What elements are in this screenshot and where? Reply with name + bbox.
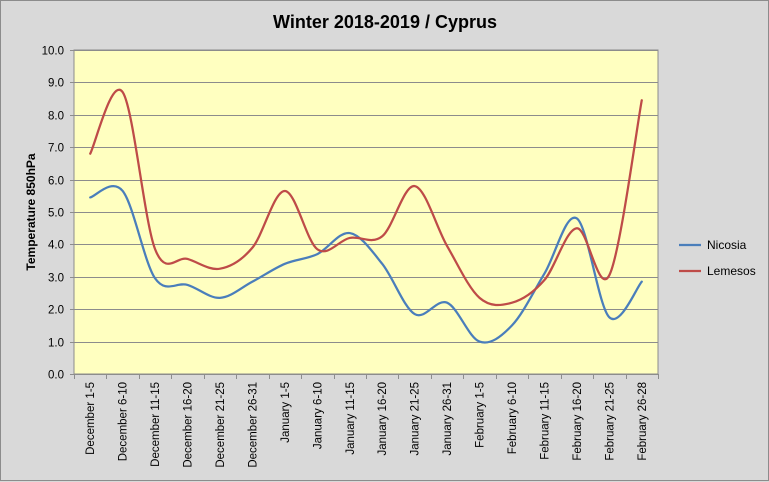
x-tick-label: January 1-5: [280, 382, 292, 443]
x-axis-tick-labels: December 1-5 December 6-10 December 11-15 D…: [85, 382, 649, 468]
series-line-lemesos: [89, 88, 643, 307]
series-lines: [89, 88, 643, 344]
x-tick-label: January 6-10: [312, 382, 324, 449]
y-tick-label: 10.0: [42, 46, 64, 58]
x-tick-label: December 26-31: [247, 382, 259, 468]
y-tick-label: 8.0: [48, 111, 64, 123]
x-tick-label: December 11-15: [150, 382, 162, 467]
y-tick-label: 4.0: [48, 240, 64, 252]
x-tick-label: February 6-10: [507, 382, 519, 454]
y-tick-label: 2.0: [48, 305, 64, 317]
x-tick-label: December 21-25: [215, 382, 227, 468]
y-tick-label: 1.0: [48, 338, 64, 350]
x-tick-label: January 16-20: [377, 382, 389, 456]
y-tick-label: 5.0: [48, 208, 64, 220]
y-tick-label: 3.0: [48, 273, 64, 285]
y-tick-label: 7.0: [48, 143, 64, 155]
x-tick-label: February 1-5: [475, 382, 487, 448]
y-tick-label: 6.0: [48, 176, 64, 188]
y-axis-tick-labels: 0.0 1.0 2.0 3.0 4.0 5.0 6.0 7.0 8.0 9.0 10.0: [42, 46, 64, 382]
legend: Nicosia Lemesos: [679, 238, 756, 278]
chart-title: Winter 2018-2019 / Cyprus: [273, 12, 497, 32]
x-tick-label: January 21-25: [410, 382, 422, 456]
x-tick-label: February 21-25: [604, 382, 616, 461]
x-tick-label: February 16-20: [572, 382, 584, 461]
legend-label-nicosia: Nicosia: [707, 238, 747, 252]
legend-label-lemesos: Lemesos: [707, 264, 756, 278]
x-tick-label: December 6-10: [118, 382, 130, 461]
x-tick-label: February 26-28: [637, 382, 649, 461]
x-tick-label: January 11-15: [345, 382, 357, 455]
x-tick-label: December 16-20: [183, 382, 195, 468]
x-tick-label: February 11-15: [539, 382, 551, 460]
series-line-nicosia: [89, 184, 643, 344]
y-tick-label: 0.0: [48, 370, 64, 382]
x-tick-label: January 26-31: [442, 382, 454, 456]
y-axis-label: Temperature 850hPa: [24, 153, 38, 270]
y-tick-label: 9.0: [48, 78, 64, 90]
x-tick-label: December 1-5: [85, 382, 97, 455]
